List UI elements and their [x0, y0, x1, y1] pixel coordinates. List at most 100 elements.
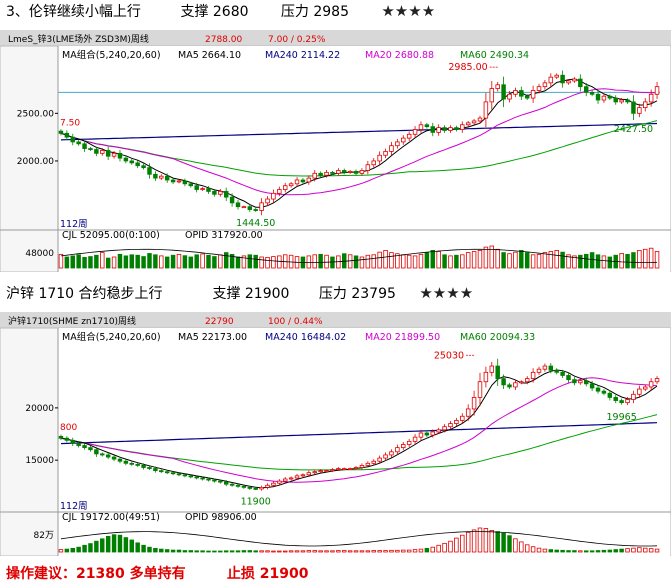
candle-body — [342, 170, 347, 173]
chart-title-bar — [0, 312, 671, 328]
volume-bar — [578, 550, 583, 553]
candle-body — [312, 172, 317, 179]
ma5-value: MA5 2664.10 — [178, 50, 241, 61]
candle-body — [82, 445, 87, 449]
volume-bar — [235, 550, 241, 553]
volume-bar — [406, 254, 412, 269]
candle-body — [383, 151, 388, 156]
volume-bar — [595, 550, 601, 553]
heading-shfe-stars-icon: ★★★★ — [419, 284, 474, 302]
candle-body — [212, 479, 217, 482]
candle-body — [578, 78, 583, 88]
candle-body — [389, 451, 394, 456]
candle-body — [501, 378, 506, 386]
candle-body — [442, 426, 447, 431]
candle-body — [170, 472, 176, 475]
left-price-label: 800 — [60, 423, 77, 433]
candle-body — [406, 133, 412, 139]
volume-bar — [625, 548, 630, 553]
heading-lme-support: 支撑 2680 — [180, 4, 249, 20]
heading-shfe-zinc: 沪锌 1710 合约稳步上行 支撑 21900 压力 23795 ★★★★ — [6, 282, 473, 304]
candle-body — [560, 74, 565, 84]
volume-bar — [371, 550, 376, 553]
volume-bar — [336, 550, 341, 553]
candle-body — [625, 99, 630, 103]
candle-body — [235, 202, 241, 208]
volume-bar — [330, 256, 335, 269]
candle-body — [483, 371, 489, 383]
volume-bar — [194, 254, 199, 269]
chart-title-bar — [0, 30, 671, 46]
candle-body — [353, 467, 359, 469]
candle-body — [271, 192, 276, 200]
volume-bar — [212, 550, 217, 553]
candle-body — [241, 206, 247, 209]
candle-body — [654, 86, 660, 95]
volume-bar — [170, 254, 176, 269]
candle-body — [589, 91, 595, 95]
candle-body — [135, 463, 140, 466]
open-interest-line — [60, 531, 658, 547]
candle-body — [153, 468, 158, 472]
volume-bar — [182, 550, 188, 553]
candle-body — [643, 101, 648, 109]
candle-body — [282, 478, 288, 482]
candle-body — [643, 386, 648, 390]
volume-bar — [460, 254, 465, 269]
heading-shfe-resist: 压力 23795 — [318, 286, 396, 302]
volume-bar — [489, 529, 495, 553]
candle-body — [401, 444, 406, 449]
volume-bar — [247, 254, 253, 269]
volume-bar — [589, 550, 595, 553]
volume-bar — [200, 550, 205, 553]
candle-body — [241, 485, 247, 488]
candle-body — [82, 143, 87, 149]
candle-body — [548, 365, 554, 371]
volume-bar — [430, 546, 436, 553]
volume-bar — [454, 537, 459, 553]
quote-change: 100 / 0.44% — [268, 317, 323, 327]
ma240-line — [60, 122, 658, 141]
volume-bar — [519, 249, 524, 269]
candle-body — [318, 172, 323, 176]
candle-body — [212, 191, 217, 195]
volume-bar — [607, 256, 613, 269]
candle-body — [277, 189, 282, 194]
quote-price: 22790 — [205, 317, 234, 327]
volume-bar — [643, 547, 648, 553]
volume-bar — [477, 249, 483, 269]
volume-bar — [566, 254, 571, 269]
volume-bar — [524, 544, 530, 553]
candle-body — [536, 86, 542, 91]
candle-body — [347, 468, 353, 470]
volume-bar — [218, 550, 223, 553]
volume-bar — [436, 544, 441, 553]
candle-body — [100, 453, 105, 456]
candle-body — [229, 483, 235, 486]
candle-body — [401, 137, 406, 143]
candle-body — [159, 175, 164, 179]
candle-body — [111, 152, 117, 157]
volume-bar — [241, 550, 247, 553]
volume-bar — [324, 550, 329, 553]
candle-body — [253, 209, 258, 211]
candle-body — [548, 76, 554, 84]
volume-bar — [188, 256, 194, 269]
candle-body — [566, 80, 571, 84]
volume-bar — [536, 253, 542, 269]
candle-body — [117, 458, 123, 462]
volume-bar — [229, 253, 235, 269]
candle-body — [188, 183, 194, 187]
volume-bar — [495, 248, 500, 269]
volume-bar — [554, 549, 559, 553]
candle-body — [637, 388, 642, 395]
volume-bar — [377, 251, 382, 269]
plot-area — [58, 46, 670, 272]
volume-bar — [601, 549, 607, 553]
candle-body — [70, 439, 75, 444]
heading-lme-resist: 压力 2985 — [280, 4, 349, 20]
candle-body — [465, 408, 471, 417]
volume-bar — [389, 549, 394, 553]
candle-body — [412, 436, 418, 442]
volume-bar — [465, 531, 471, 553]
